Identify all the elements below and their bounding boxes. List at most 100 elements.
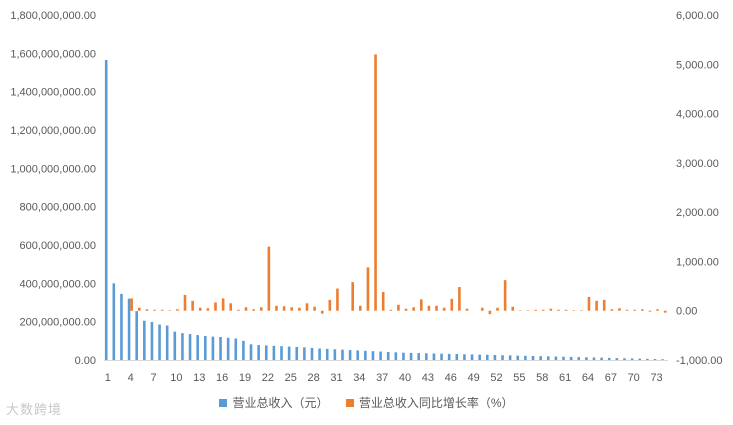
growth-rate-bar (412, 307, 415, 311)
growth-rate-bar (351, 282, 354, 311)
revenue-bar (493, 355, 497, 360)
revenue-bar (341, 349, 344, 360)
y-left-tick-label: 200,000,000.00 (20, 317, 96, 329)
y-left-tick-label: 1,000,000,000.00 (10, 163, 96, 175)
revenue-bar (356, 350, 360, 360)
revenue-bar (638, 358, 642, 360)
x-tick-label: 19 (239, 372, 251, 384)
growth-rate-bar (275, 305, 278, 311)
watermark-logo: 大数跨境 (6, 402, 63, 417)
growth-rate-bar (305, 303, 309, 311)
revenue-bar (242, 340, 245, 360)
growth-rate-bar (359, 305, 362, 311)
revenue-bar (219, 337, 222, 360)
growth-rate-bar (496, 307, 499, 311)
growth-rate-bar (564, 309, 568, 311)
x-tick-label: 34 (353, 372, 365, 384)
revenue-bar (394, 352, 398, 360)
x-tick-label: 52 (490, 372, 502, 384)
revenue-bar (646, 358, 649, 360)
revenue-bar (440, 353, 443, 360)
revenue-bar (310, 347, 314, 360)
revenue-bar (264, 345, 268, 360)
revenue-bar (501, 355, 504, 360)
y-left-tick-label: 1,400,000,000.00 (10, 87, 96, 99)
y-right-tick-label: 1,000.00 (676, 256, 719, 268)
growth-rate-bar (602, 299, 606, 311)
growth-rate-bar (183, 294, 187, 311)
y-left-tick-label: 1,800,000,000.00 (10, 10, 96, 22)
revenue-bar (470, 354, 474, 360)
revenue-bar (425, 353, 428, 360)
y-left-tick-label: 1,600,000,000.00 (10, 48, 96, 60)
growth-rate-bar (541, 309, 545, 311)
growth-rate-bar (519, 310, 522, 311)
revenue-bar (303, 347, 306, 360)
revenue-bar (386, 351, 390, 360)
growth-rate-bar (374, 54, 377, 311)
revenue-bar (463, 354, 466, 360)
growth-rate-bar (229, 303, 233, 311)
y-left-tick-label: 400,000,000.00 (20, 278, 96, 290)
revenue-bar (485, 354, 489, 360)
growth-rate-bar (282, 306, 286, 311)
revenue-bar (173, 331, 177, 360)
revenue-bar (585, 357, 588, 360)
revenue-bar (249, 344, 253, 360)
x-tick-label: 37 (376, 372, 388, 384)
revenue-bar (554, 356, 558, 360)
growth-rate-bar (663, 310, 667, 313)
growth-rate-bar (572, 310, 576, 311)
x-tick-label: 67 (605, 372, 617, 384)
x-tick-label: 25 (285, 372, 297, 384)
growth-rate-bar (244, 307, 248, 311)
x-tick-label: 49 (468, 372, 480, 384)
revenue-bar (539, 356, 542, 360)
growth-rate-bar (198, 307, 202, 311)
revenue-bar (272, 345, 276, 360)
revenue-bar (524, 355, 527, 360)
y-right-tick-label: -1,000.00 (676, 355, 722, 367)
y-left-tick-label: 800,000,000.00 (20, 202, 96, 214)
y-right-tick-label: 5,000.00 (676, 59, 719, 71)
revenue-bar (562, 356, 565, 360)
revenue-bar (478, 354, 481, 360)
x-tick-label: 31 (330, 372, 342, 384)
revenue-bar (348, 350, 352, 360)
revenue-bar (569, 356, 573, 360)
revenue-bar (447, 353, 451, 360)
revenue-bar (318, 348, 321, 360)
revenue-bar (333, 349, 337, 360)
growth-rate-bar (549, 308, 553, 311)
revenue-bar (653, 359, 657, 360)
revenue-bar (257, 345, 260, 360)
revenue-bar (127, 298, 131, 360)
growth-rate-bar (252, 309, 255, 311)
revenue-bar (600, 357, 603, 360)
growth-rate-bar (503, 280, 507, 311)
growth-rate-bar (221, 298, 225, 311)
y-right-tick-label: 3,000.00 (676, 158, 719, 170)
revenue-bar (165, 325, 169, 360)
legend-label-growth-rate: 营业总收入同比增长率（%） (358, 396, 514, 410)
revenue-bar (546, 356, 550, 360)
growth-rate-bar (206, 308, 210, 311)
y-right-tick-label: 4,000.00 (676, 109, 719, 121)
revenue-bar (577, 357, 581, 360)
growth-rate-bar (366, 267, 370, 311)
growth-rate-bar (130, 298, 133, 311)
growth-rate-bar (389, 309, 393, 311)
revenue-bar (143, 320, 146, 360)
x-tick-label: 4 (128, 372, 134, 384)
y-right-tick-label: 6,000.00 (676, 10, 719, 22)
revenue-bar (607, 357, 611, 360)
y-right-tick-label: 0.00 (676, 306, 697, 318)
growth-rate-bar (419, 299, 423, 311)
revenue-bar (402, 352, 405, 360)
revenue-bar (295, 346, 299, 360)
revenue-bar (516, 355, 520, 360)
growth-rate-bar (290, 307, 294, 311)
revenue-bar (226, 337, 230, 360)
growth-rate-bar (259, 307, 263, 311)
growth-rate-bar (656, 309, 659, 311)
